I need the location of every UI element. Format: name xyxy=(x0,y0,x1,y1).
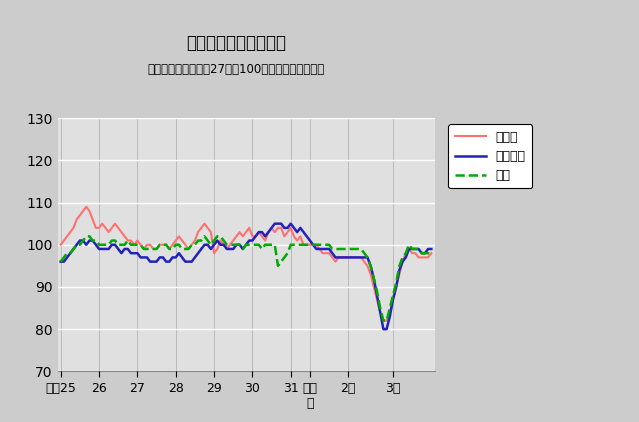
Legend: 鳥取県, 中国地方, 全国: 鳥取県, 中国地方, 全国 xyxy=(449,124,532,188)
全国 xyxy=(82,234,90,239)
中国地方 xyxy=(143,255,151,260)
Text: （季節調整済、平成27年＝100、３か月移動平均）: （季節調整済、平成27年＝100、３か月移動平均） xyxy=(148,63,325,76)
全国 xyxy=(159,242,167,247)
鳥取県 xyxy=(82,204,90,209)
中国地方 xyxy=(134,251,141,256)
中国地方 xyxy=(156,255,164,260)
鳥取県 xyxy=(408,251,416,256)
Line: 中国地方: 中国地方 xyxy=(61,224,431,329)
鳥取県 xyxy=(130,242,138,247)
全国 xyxy=(57,259,65,264)
全国 xyxy=(226,242,234,247)
全国 xyxy=(146,246,154,252)
鳥取県 xyxy=(159,242,167,247)
鳥取県 xyxy=(226,242,234,247)
全国 xyxy=(137,242,144,247)
中国地方 xyxy=(223,246,231,252)
鳥取県 xyxy=(146,242,154,247)
Line: 鳥取県: 鳥取県 xyxy=(61,207,431,321)
全国 xyxy=(408,246,416,252)
全国 xyxy=(380,318,387,323)
鳥取県 xyxy=(427,251,435,256)
鳥取県 xyxy=(137,242,144,247)
中国地方 xyxy=(380,327,387,332)
中国地方 xyxy=(127,251,135,256)
中国地方 xyxy=(408,246,416,252)
中国地方 xyxy=(271,221,279,226)
Line: 全国: 全国 xyxy=(61,236,431,321)
中国地方 xyxy=(57,259,65,264)
全国 xyxy=(130,242,138,247)
鳥取県 xyxy=(380,318,387,323)
全国 xyxy=(427,251,435,256)
中国地方 xyxy=(427,246,435,252)
鳥取県 xyxy=(57,242,65,247)
Text: 鉱工業生産指数の推移: 鉱工業生産指数の推移 xyxy=(187,34,286,52)
